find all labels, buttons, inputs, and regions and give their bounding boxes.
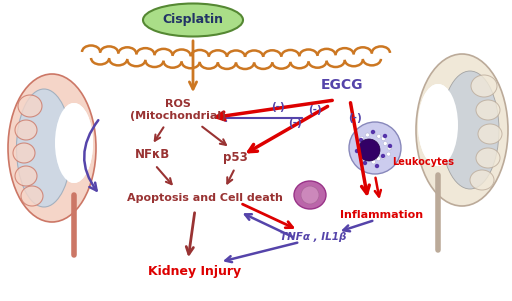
Ellipse shape [55,103,93,183]
Ellipse shape [18,95,42,117]
Circle shape [363,161,367,165]
Circle shape [381,137,386,141]
FancyArrowPatch shape [84,120,98,191]
Circle shape [366,133,370,137]
Text: Leukocytes: Leukocytes [392,157,454,167]
Ellipse shape [476,148,500,168]
Circle shape [387,152,391,156]
Text: Apoptosis and Cell death: Apoptosis and Cell death [127,193,283,203]
Text: EGCG: EGCG [321,78,363,92]
Text: (-): (-) [308,105,322,115]
Ellipse shape [470,170,494,190]
Circle shape [359,138,363,142]
Circle shape [383,141,387,145]
Ellipse shape [143,4,243,36]
Circle shape [388,144,392,148]
Circle shape [372,160,375,164]
Circle shape [358,139,380,161]
Circle shape [388,146,392,150]
Ellipse shape [8,74,96,222]
Ellipse shape [15,120,37,140]
Ellipse shape [21,186,43,206]
Circle shape [375,164,379,168]
Ellipse shape [418,84,458,166]
Circle shape [349,122,401,174]
Text: Cisplatin: Cisplatin [162,14,224,26]
Circle shape [367,157,371,161]
Ellipse shape [478,124,502,144]
Ellipse shape [16,89,72,207]
Circle shape [362,144,366,147]
Ellipse shape [418,84,458,166]
Circle shape [360,149,364,153]
Text: Inflammation: Inflammation [340,210,423,220]
Ellipse shape [471,75,497,97]
Text: ROS
(Mitochondrial): ROS (Mitochondrial) [130,99,226,121]
Ellipse shape [294,181,326,209]
Circle shape [371,130,375,134]
Circle shape [381,154,385,158]
Text: (-): (-) [271,102,285,112]
Text: p53: p53 [223,151,247,165]
Ellipse shape [416,54,508,206]
Circle shape [355,149,359,153]
Circle shape [364,153,368,157]
Circle shape [360,136,364,140]
Ellipse shape [13,143,35,163]
Text: NFκB: NFκB [135,148,170,162]
Circle shape [377,134,381,138]
Text: TNFα , IL1β: TNFα , IL1β [280,232,346,242]
Circle shape [381,155,385,159]
Circle shape [383,134,387,138]
Circle shape [376,157,380,161]
Circle shape [387,146,391,150]
Ellipse shape [15,166,37,186]
Ellipse shape [441,71,499,189]
Circle shape [371,131,375,135]
Text: (-): (-) [288,118,302,128]
Circle shape [301,186,319,204]
Text: Kidney Injury: Kidney Injury [148,265,242,278]
Ellipse shape [55,103,93,183]
Ellipse shape [476,100,500,120]
Circle shape [368,156,372,160]
Text: (-): (-) [348,113,362,123]
